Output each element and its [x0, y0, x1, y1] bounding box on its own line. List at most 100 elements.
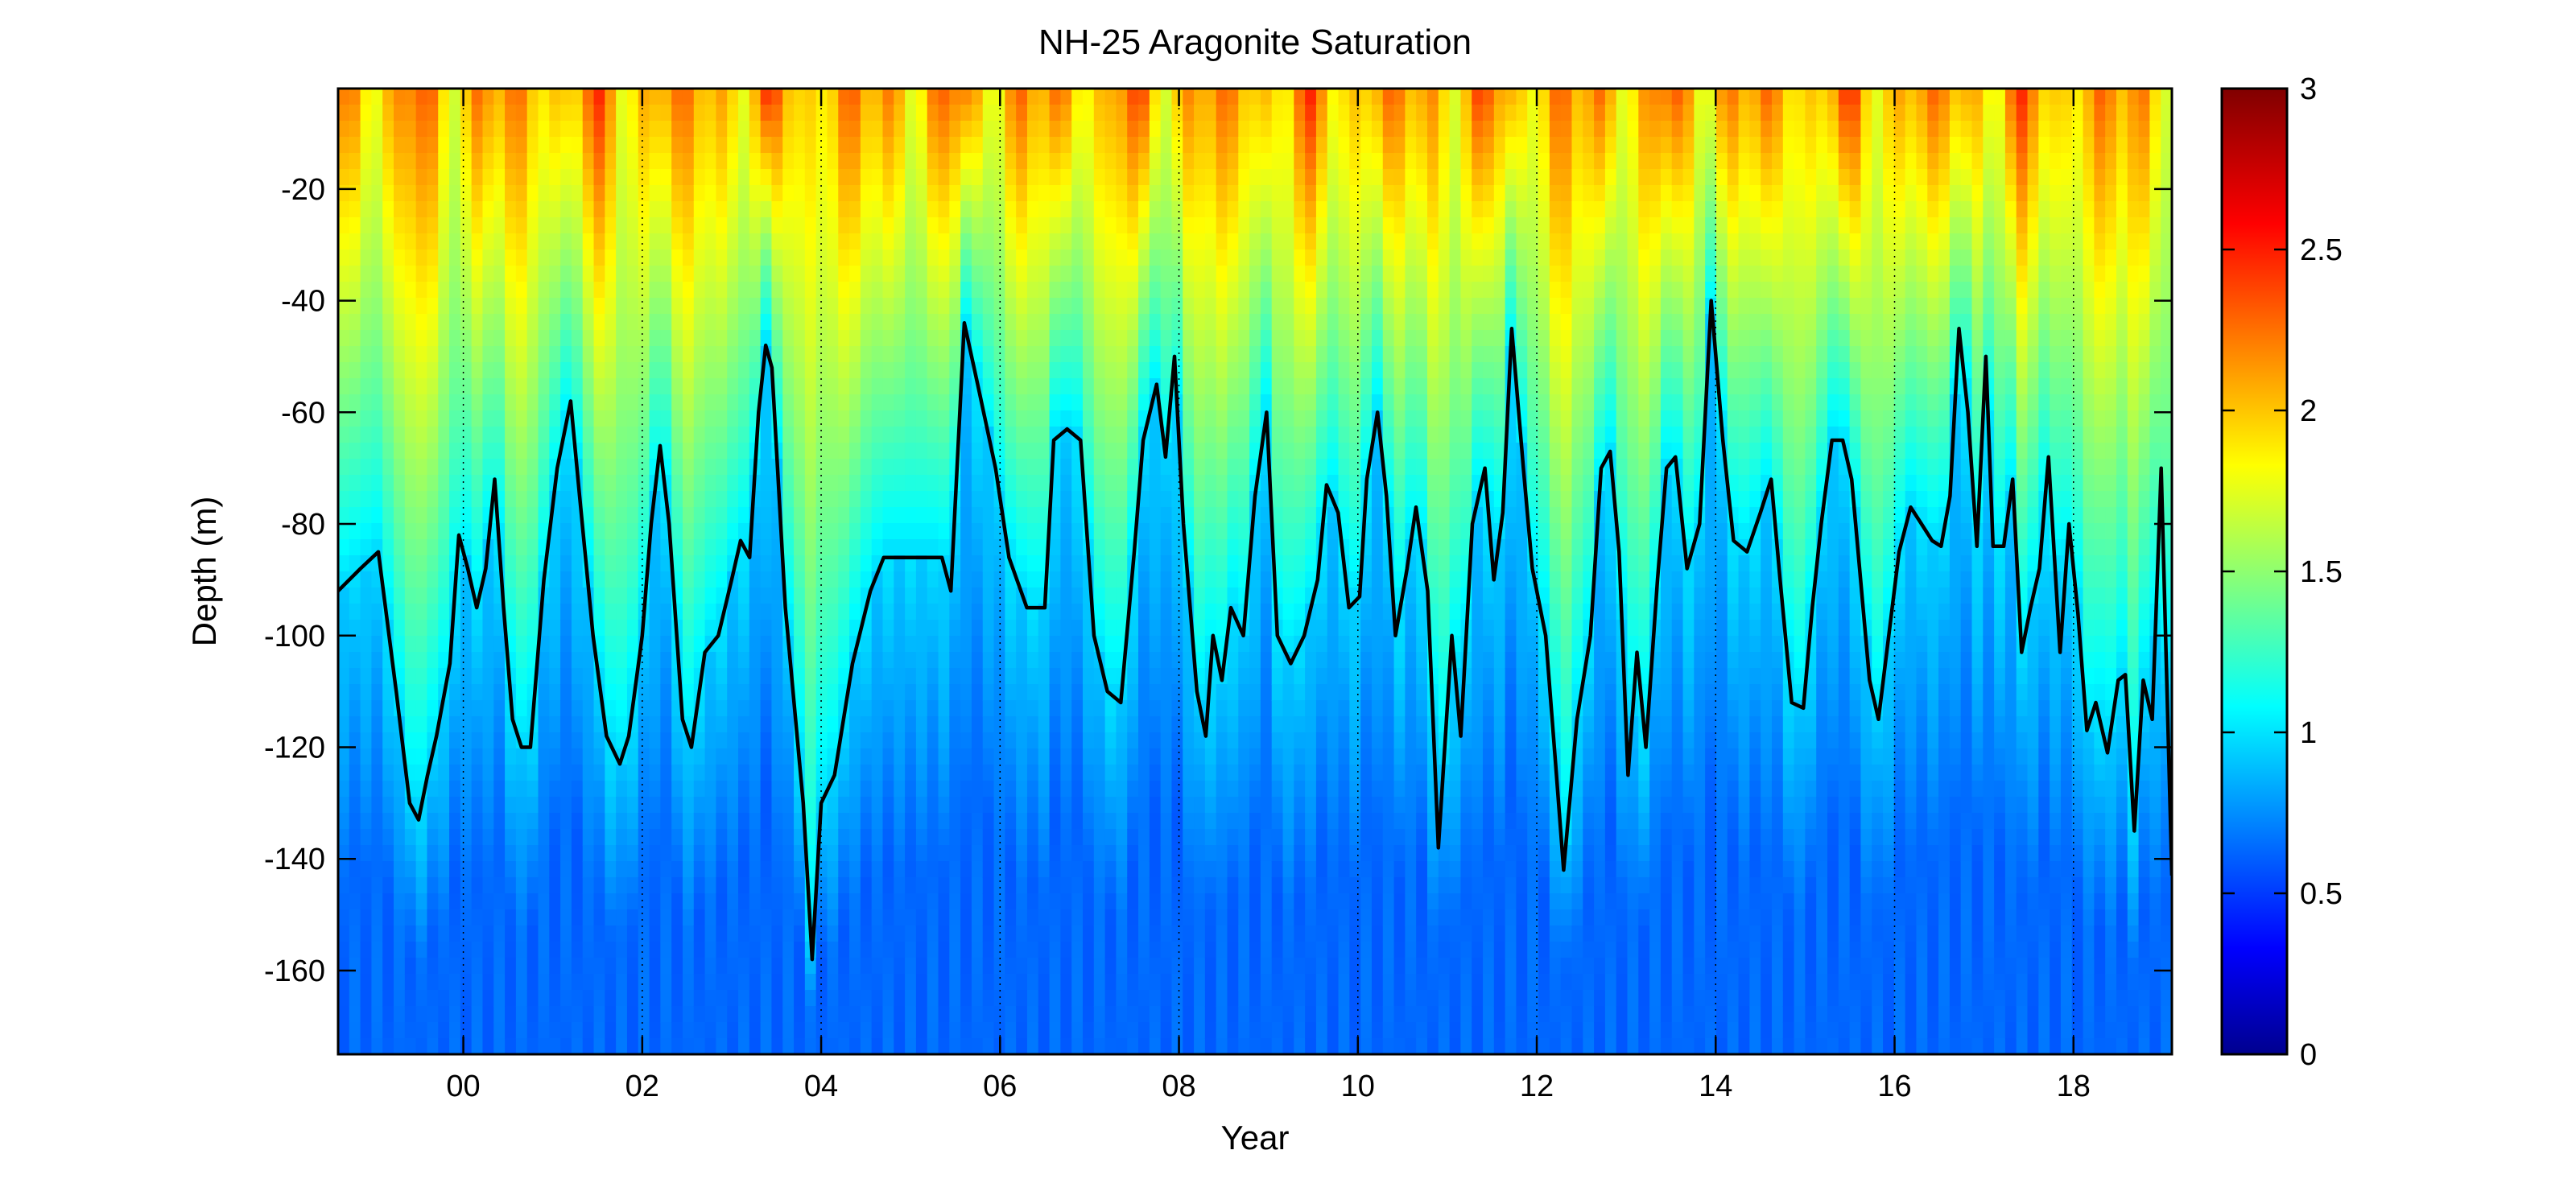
heatmap-cell: [871, 201, 884, 218]
heatmap-cell: [927, 1038, 939, 1054]
heatmap-cell: [1194, 507, 1206, 524]
heatmap-cell: [1005, 732, 1018, 749]
heatmap-cell: [704, 330, 717, 347]
heatmap-cell: [649, 765, 662, 781]
heatmap-cell: [1127, 1006, 1139, 1023]
heatmap-cell: [1160, 974, 1173, 991]
heatmap-cell: [1060, 732, 1073, 749]
heatmap-cell: [438, 394, 450, 411]
heatmap-cell: [1183, 845, 1195, 862]
heatmap-cell: [371, 475, 384, 492]
heatmap-cell: [827, 829, 840, 846]
heatmap-cell: [849, 201, 861, 218]
heatmap-cell: [1060, 668, 1073, 685]
heatmap-cell: [682, 459, 695, 476]
heatmap-cell: [871, 1006, 884, 1023]
heatmap-cell: [471, 394, 484, 411]
heatmap-cell: [605, 668, 617, 685]
heatmap-cell: [1026, 845, 1039, 862]
heatmap-cell: [804, 266, 817, 282]
heatmap-cell: [415, 410, 428, 427]
heatmap-cell: [971, 185, 984, 202]
heatmap-cell: [1127, 378, 1139, 395]
heatmap-cell: [660, 266, 673, 282]
heatmap-cell: [927, 732, 939, 749]
heatmap-cell: [693, 942, 706, 958]
heatmap-cell: [938, 781, 951, 798]
heatmap-cell: [1194, 813, 1206, 830]
heatmap-cell: [905, 330, 917, 347]
heatmap-cell: [927, 330, 939, 347]
heatmap-cell: [415, 684, 428, 701]
heatmap-cell: [938, 974, 951, 991]
heatmap-cell: [882, 571, 895, 588]
heatmap-cell: [1149, 797, 1162, 814]
heatmap-cell: [560, 555, 572, 572]
heatmap-cell: [815, 942, 828, 958]
heatmap-cell: [571, 700, 584, 717]
heatmap-cell: [849, 137, 861, 154]
heatmap-cell: [760, 620, 773, 637]
heatmap-cell: [827, 813, 840, 830]
heatmap-cell: [415, 555, 428, 572]
heatmap-cell: [849, 266, 861, 282]
heatmap-cell: [1171, 958, 1184, 975]
heatmap-cell: [882, 249, 895, 266]
heatmap-cell: [1116, 539, 1129, 556]
heatmap-cell: [471, 1022, 484, 1039]
heatmap-cell: [1038, 732, 1051, 749]
heatmap-cell: [1116, 507, 1129, 524]
heatmap-cell: [582, 491, 595, 508]
heatmap-cell: [582, 716, 595, 733]
heatmap-cell: [982, 909, 995, 926]
heatmap-cell: [682, 909, 695, 926]
heatmap-cell: [1227, 282, 1240, 299]
heatmap-cell: [704, 105, 717, 122]
heatmap-cell: [404, 958, 417, 975]
heatmap-cell: [415, 877, 428, 894]
heatmap-cell: [671, 185, 683, 202]
heatmap-cell: [638, 105, 650, 122]
heatmap-cell: [771, 684, 784, 701]
heatmap-cell: [1138, 217, 1150, 234]
heatmap-cell: [1083, 475, 1095, 492]
heatmap-cell: [827, 201, 840, 218]
heatmap-cell: [616, 587, 628, 604]
heatmap-cell: [449, 684, 461, 701]
heatmap-cell: [415, 1022, 428, 1039]
heatmap-cell: [1216, 942, 1228, 958]
heatmap-cell: [549, 861, 562, 878]
heatmap-cell: [338, 233, 350, 250]
heatmap-cell: [460, 282, 473, 299]
heatmap-cell: [1249, 861, 1261, 878]
heatmap-cell: [982, 282, 995, 299]
heatmap-cell: [982, 942, 995, 958]
heatmap-cell: [849, 797, 861, 814]
heatmap-cell: [849, 909, 861, 926]
heatmap-cell: [1204, 974, 1217, 991]
heatmap-cell: [404, 813, 417, 830]
heatmap-cell: [493, 185, 506, 202]
heatmap-cell: [738, 346, 750, 363]
heatmap-cell: [905, 813, 917, 830]
heatmap-cell: [1104, 523, 1117, 540]
heatmap-cell: [1160, 89, 1173, 105]
heatmap-cell: [671, 266, 683, 282]
heatmap-cell: [1149, 1022, 1162, 1039]
heatmap-cell: [827, 974, 840, 991]
heatmap-cell: [838, 781, 850, 798]
heatmap-cell: [1227, 571, 1240, 588]
heatmap-cell: [349, 410, 361, 427]
heatmap-cell: [449, 330, 461, 347]
heatmap-cell: [660, 990, 673, 1007]
heatmap-cell: [782, 427, 795, 443]
heatmap-cell: [360, 668, 373, 685]
heatmap-cell: [571, 523, 584, 540]
heatmap-cell: [404, 571, 417, 588]
heatmap-cell: [1216, 314, 1228, 331]
heatmap-cell: [560, 990, 572, 1007]
heatmap-cell: [549, 1038, 562, 1054]
heatmap-cell: [382, 797, 394, 814]
heatmap-cell: [782, 990, 795, 1007]
heatmap-cell: [827, 990, 840, 1007]
